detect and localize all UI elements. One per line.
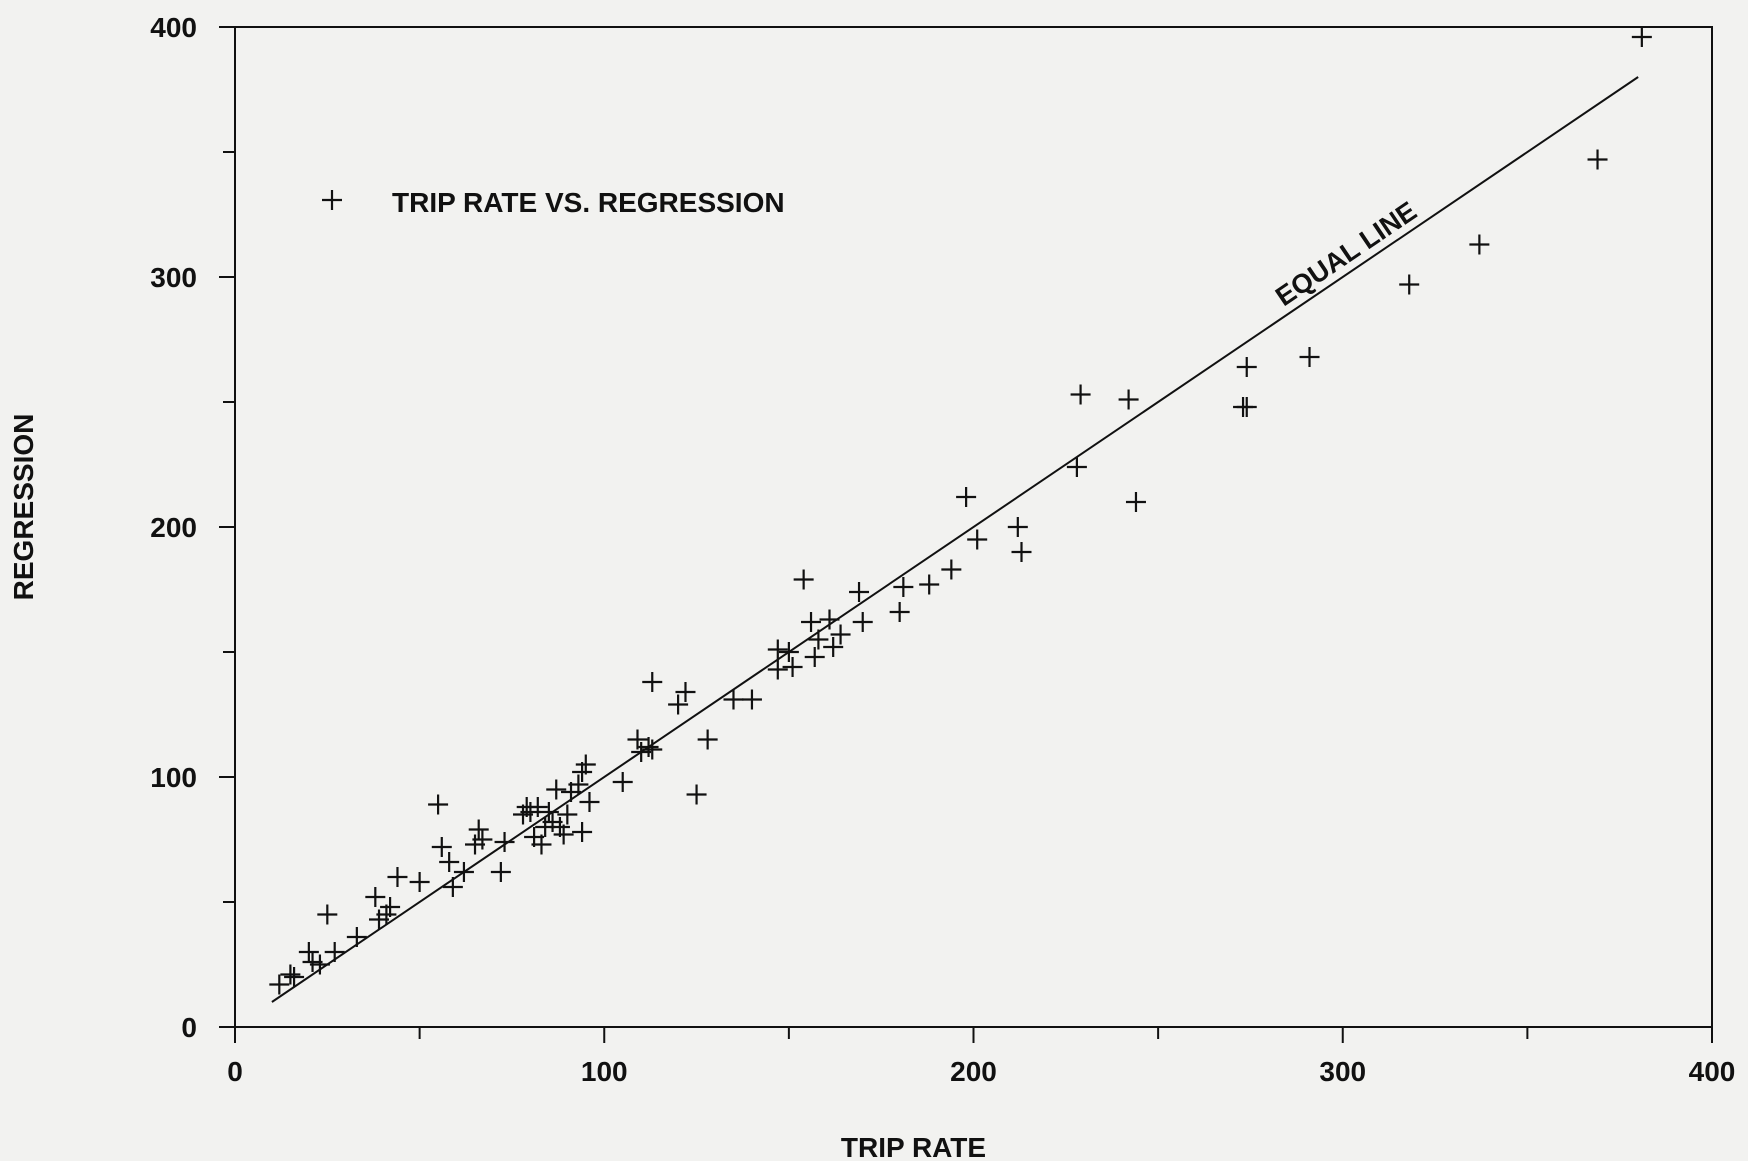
- data-point: [453, 862, 474, 882]
- data-point: [324, 942, 345, 962]
- data-point: [967, 529, 988, 550]
- data-point: [1118, 389, 1139, 410]
- data-point: [919, 574, 940, 595]
- data-point: [284, 967, 305, 987]
- data-point: [819, 609, 840, 630]
- data-point: [346, 927, 367, 947]
- data-point: [956, 487, 977, 507]
- data-point: [317, 904, 338, 925]
- data-point: [1125, 492, 1146, 512]
- data-point: [557, 804, 578, 825]
- x-tick-label: 300: [1319, 1056, 1366, 1087]
- data-point: [723, 689, 744, 710]
- data-point: [365, 887, 386, 907]
- data-point: [409, 872, 430, 892]
- data-point: [1070, 384, 1091, 405]
- data-point: [778, 642, 799, 662]
- data-point: [472, 829, 493, 850]
- equal-line: [271, 76, 1639, 1003]
- data-point: [431, 837, 452, 857]
- data-point: [494, 832, 515, 852]
- data-point: [1066, 457, 1087, 477]
- x-axis-tick-labels: 0 100 200 300 400: [227, 1056, 1735, 1087]
- data-point: [298, 942, 319, 962]
- data-point: [801, 612, 822, 632]
- data-point: [782, 657, 803, 677]
- data-points: [269, 27, 1652, 995]
- legend-entry-label: TRIP RATE VS. REGRESSION: [392, 187, 785, 218]
- data-point: [612, 772, 633, 792]
- data-point: [1236, 357, 1257, 377]
- data-point: [638, 737, 659, 757]
- x-tick-label: 400: [1689, 1056, 1736, 1087]
- data-point: [575, 754, 596, 775]
- data-point: [889, 602, 910, 622]
- legend-marker-plus: [322, 190, 342, 210]
- data-point: [380, 897, 401, 917]
- data-point: [1469, 234, 1490, 255]
- data-point: [793, 569, 814, 590]
- y-axis-title: REGRESSION: [8, 414, 39, 601]
- data-point: [269, 974, 290, 995]
- data-point: [767, 639, 788, 660]
- data-point: [538, 802, 559, 822]
- data-point: [280, 964, 301, 985]
- equal-line-label: EQUAL LINE: [1270, 196, 1422, 312]
- y-axis-tick-labels: 0 100 200 300 400: [150, 12, 197, 1043]
- data-point: [1631, 27, 1652, 47]
- data-point: [579, 792, 600, 812]
- data-point: [568, 774, 589, 795]
- legend-plus: [322, 190, 342, 210]
- data-point: [572, 822, 593, 842]
- data-point: [741, 689, 762, 710]
- data-point: [642, 672, 663, 692]
- data-point: [527, 797, 548, 817]
- data-point: [642, 739, 663, 760]
- data-point: [804, 647, 825, 667]
- data-point: [767, 659, 788, 680]
- data-point: [387, 867, 408, 887]
- data-point: [823, 637, 844, 657]
- y-tick-label: 300: [150, 262, 197, 293]
- data-point: [830, 624, 851, 645]
- data-point: [1007, 517, 1028, 537]
- y-tick-label: 0: [181, 1012, 197, 1043]
- data-point: [531, 834, 552, 855]
- y-tick-label: 400: [150, 12, 197, 43]
- data-point: [1236, 397, 1257, 417]
- data-point: [686, 784, 707, 805]
- data-point: [941, 559, 962, 580]
- data-point: [490, 862, 511, 882]
- y-tick-label: 200: [150, 512, 197, 543]
- data-point: [428, 794, 449, 815]
- y-tick-label: 100: [150, 762, 197, 793]
- data-point: [675, 682, 696, 702]
- data-point: [439, 852, 460, 872]
- data-point: [852, 612, 873, 632]
- data-point: [697, 729, 718, 750]
- data-point: [1399, 274, 1420, 295]
- x-tick-label: 0: [227, 1056, 243, 1087]
- axis-ticks: [219, 26, 1713, 1043]
- x-tick-label: 100: [581, 1056, 628, 1087]
- x-axis-title: TRIP RATE: [841, 1132, 986, 1161]
- legend: TRIP RATE VS. REGRESSION: [322, 187, 785, 218]
- data-point: [1587, 149, 1608, 170]
- data-point: [808, 629, 829, 650]
- data-point: [309, 954, 330, 975]
- data-point: [668, 694, 689, 715]
- data-point: [546, 779, 567, 800]
- data-point: [442, 877, 463, 897]
- data-point: [1011, 542, 1032, 562]
- x-tick-label: 200: [950, 1056, 997, 1087]
- data-point: [468, 819, 489, 840]
- data-point: [553, 824, 574, 845]
- data-point: [849, 582, 870, 602]
- data-point: [893, 577, 914, 597]
- data-point: [627, 729, 648, 750]
- data-point: [1299, 347, 1320, 367]
